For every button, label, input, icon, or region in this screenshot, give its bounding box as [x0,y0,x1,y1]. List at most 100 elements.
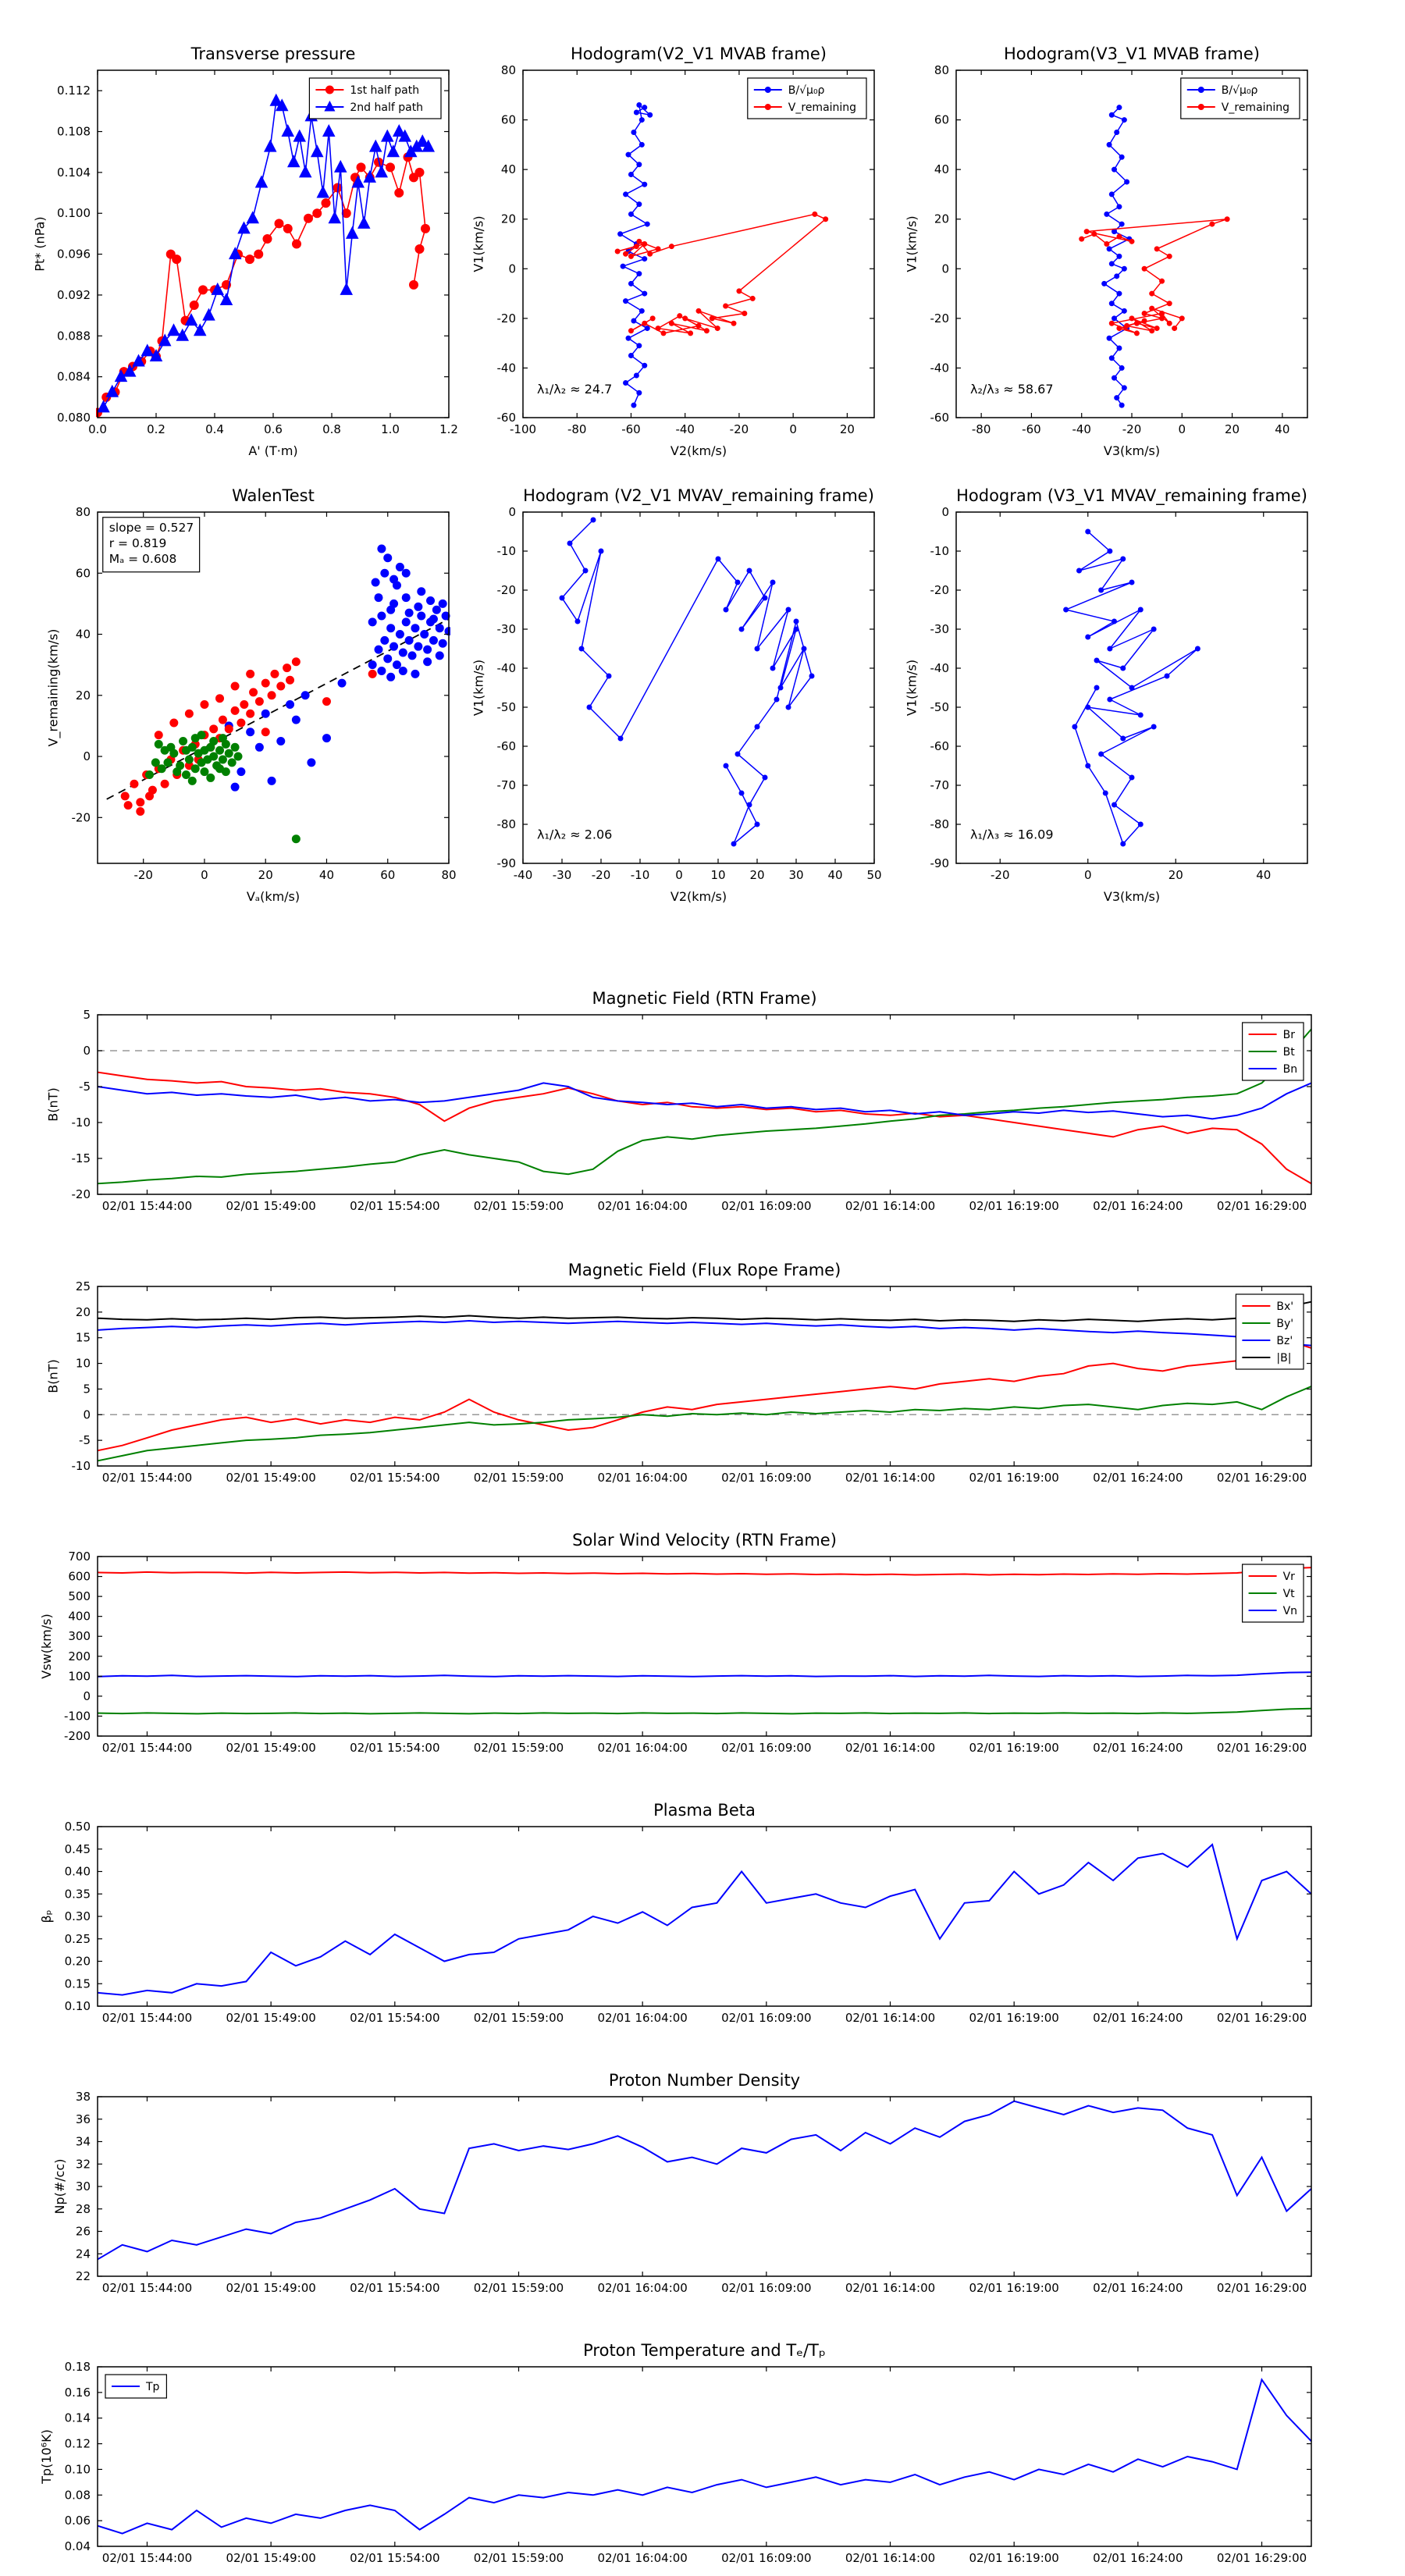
marker-circle [1179,315,1185,322]
legend-label: Vn [1283,1605,1297,1617]
x-axis-label: V2(km/s) [670,443,727,458]
series-line-Bn [97,1082,1312,1120]
marker-circle [1133,330,1140,336]
marker-circle [237,718,246,728]
marker-circle [233,752,243,761]
y-tick-label: -60 [930,411,950,425]
marker-triangle [132,354,145,367]
y-tick-label: 0.25 [65,1932,91,1946]
series-line-Vn [97,1671,1312,1678]
y-tick-label: -30 [930,622,950,636]
plot-area [97,2100,1312,2261]
legend-label: Bt [1283,1046,1296,1059]
plot-area [97,1843,1312,1996]
marker-circle [189,301,199,311]
marker-circle [160,779,169,788]
marker-circle [218,715,227,724]
marker-circle [246,728,255,737]
x-tick-label: 40 [1256,868,1271,882]
y-tick-label: 0.080 [57,411,91,425]
marker-circle [304,213,313,223]
y-tick-label: 0.14 [65,2411,91,2425]
marker-circle [1164,673,1170,679]
x-tick-label: 20 [1168,868,1183,882]
x-tick-label: 02/01 16:14:00 [845,1471,935,1485]
x-tick-label: 02/01 16:04:00 [597,1471,687,1485]
marker-circle [1104,241,1110,247]
series-line-2nd half path [102,99,429,408]
y-tick-label: 0.04 [65,2539,91,2553]
marker-circle [267,776,276,785]
marker-circle [224,724,233,734]
x-tick-label: 20 [749,868,764,882]
marker-triangle [281,124,295,137]
marker-circle [1120,841,1126,847]
x-tick-label: -30 [553,868,572,882]
marker-circle [1076,568,1082,574]
marker-circle [172,254,182,265]
marker-triangle [392,124,406,137]
y-tick-label: 40 [501,162,516,176]
x-tick-label: -20 [991,868,1010,882]
marker-circle [636,201,642,208]
marker-triangle [263,139,277,152]
y-tick-label: 0.088 [57,329,91,343]
marker-circle [368,669,377,678]
x-tick-label: 02/01 16:04:00 [597,2011,687,2025]
marker-circle [136,798,145,807]
marker-circle [377,611,386,621]
y-tick-label: 60 [501,113,516,127]
marker-circle [1159,315,1165,322]
chart-title: Hodogram(V3_V1 MVAB frame) [1004,44,1260,64]
marker-circle [1072,724,1078,730]
marker-circle [438,639,447,648]
marker-circle [246,709,255,718]
series-line-beta [97,1843,1312,1996]
x-axis-label: V3(km/s) [1104,889,1160,904]
marker-circle [762,595,768,601]
marker-circle [1108,112,1115,118]
marker-circle [1116,290,1122,297]
marker-circle [623,191,629,197]
series-line-Bt [97,1028,1312,1185]
marker-circle [623,298,629,304]
x-tick-label: 02/01 16:14:00 [845,2281,935,2295]
x-tick-label: 02/01 16:04:00 [597,1741,687,1755]
marker-circle [307,758,316,767]
marker-circle [206,773,215,782]
marker-circle [642,256,648,262]
plot-area [1079,105,1230,408]
y-tick-label: -40 [497,661,517,675]
marker-circle [1063,607,1069,613]
marker-circle [401,617,411,627]
y-tick-label: -200 [64,1729,91,1743]
y-tick-label: 0.10 [65,1999,91,2013]
marker-circle [1116,253,1122,259]
chart-svg-beta: 02/01 15:44:00 02/01 15:49:00 02/01 15:54:… [39,1801,1312,2025]
y-tick-label: -40 [930,661,950,675]
y-tick-label: 0.092 [57,288,91,302]
marker-circle [1107,548,1113,554]
marker-circle [567,540,573,546]
marker-circle [411,669,420,678]
y-tick-label: 600 [68,1570,91,1584]
marker-circle [1104,211,1110,217]
marker-circle [417,587,426,596]
x-tick-label: 0.0 [88,422,107,436]
marker-circle [209,736,219,745]
chart-svg-brtn: 02/01 15:44:00 02/01 15:49:00 02/01 15:54:… [46,989,1312,1213]
marker-circle [754,646,760,652]
marker-circle [321,198,331,208]
x-tick-label: 02/01 16:24:00 [1093,1471,1183,1485]
x-tick-label: 02/01 15:54:00 [350,2011,439,2025]
marker-circle [386,672,396,681]
marker-circle [1098,587,1104,593]
marker-circle [1197,87,1204,93]
marker-circle [1129,238,1135,244]
annotation-text: λ₂/λ₃ ≈ 58.67 [970,382,1054,397]
axes-frame [97,2096,1312,2277]
marker-circle [770,579,776,585]
chart-title: Magnetic Field (RTN Frame) [592,989,816,1008]
marker-circle [404,608,414,617]
